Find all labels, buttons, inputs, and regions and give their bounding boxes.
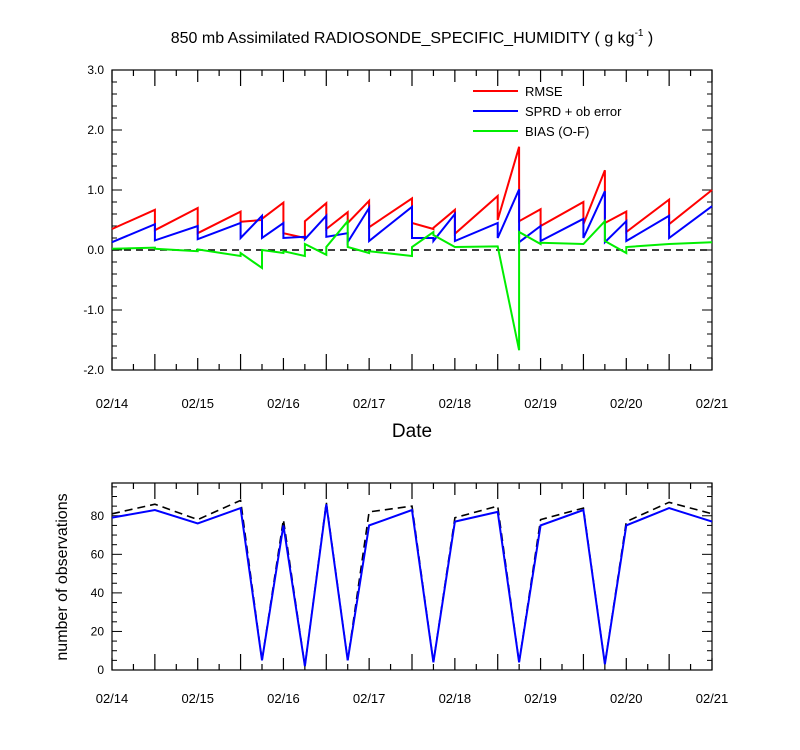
series-line-2 [111,188,713,246]
bottom-y-axis-label: number of observations [54,493,71,660]
y-tick-label: 60 [91,547,105,561]
legend-label: BIAS (O-F) [525,124,589,139]
y-tick-label: 0 [97,663,104,677]
x-tick-label: 02/16 [267,396,300,411]
legend-label: RMSE [525,84,563,99]
y-tick-label: 80 [91,509,105,523]
x-tick-label: 02/19 [524,396,557,411]
series-line-3 [111,218,713,351]
x-tick-label: 02/14 [96,691,129,706]
chart-title: 850 mb Assimilated RADIOSONDE_SPECIFIC_H… [171,28,654,47]
x-tick-label: 02/21 [696,691,729,706]
chart-title-main: 850 mb Assimilated RADIOSONDE_SPECIFIC_H… [171,30,635,47]
x-tick-label: 02/17 [353,396,386,411]
chart-title-end: ) [643,30,653,47]
series-line-1 [111,499,713,667]
legend-label: SPRD + ob error [525,104,622,119]
top-chart: 02/14 02/15 02/16 02/17 02/18 02/19 02/20 02/21… [83,63,728,411]
y-tick-label: 1.0 [87,183,104,197]
series-line-2 [111,504,713,667]
x-tick-label: 02/15 [181,691,214,706]
y-tick-label: 0.0 [87,243,104,257]
y-tick-label: -2.0 [83,363,104,377]
bottom-chart: 02/14 02/15 02/16 02/17 02/18 02/19 02/20 02/21… [91,482,729,706]
x-tick-label: 02/14 [96,396,129,411]
x-tick-label: 02/20 [610,691,643,706]
x-tick-label: 02/18 [439,691,472,706]
x-tick-label: 02/16 [267,691,300,706]
x-tick-label: 02/19 [524,691,557,706]
x-tick-label: 02/20 [610,396,643,411]
x-tick-label: 02/17 [353,691,386,706]
y-tick-label: 2.0 [87,123,104,137]
y-tick-label: 20 [91,624,105,638]
y-tick-label: 40 [91,586,105,600]
y-tick-label: 3.0 [87,63,104,77]
x-tick-label: 02/15 [181,396,214,411]
top-x-axis-label: Date [392,421,432,442]
y-tick-label: -1.0 [83,303,104,317]
x-tick-label: 02/18 [439,396,472,411]
chart-title-superscript: -1 [635,28,644,39]
x-tick-label: 02/21 [696,396,729,411]
